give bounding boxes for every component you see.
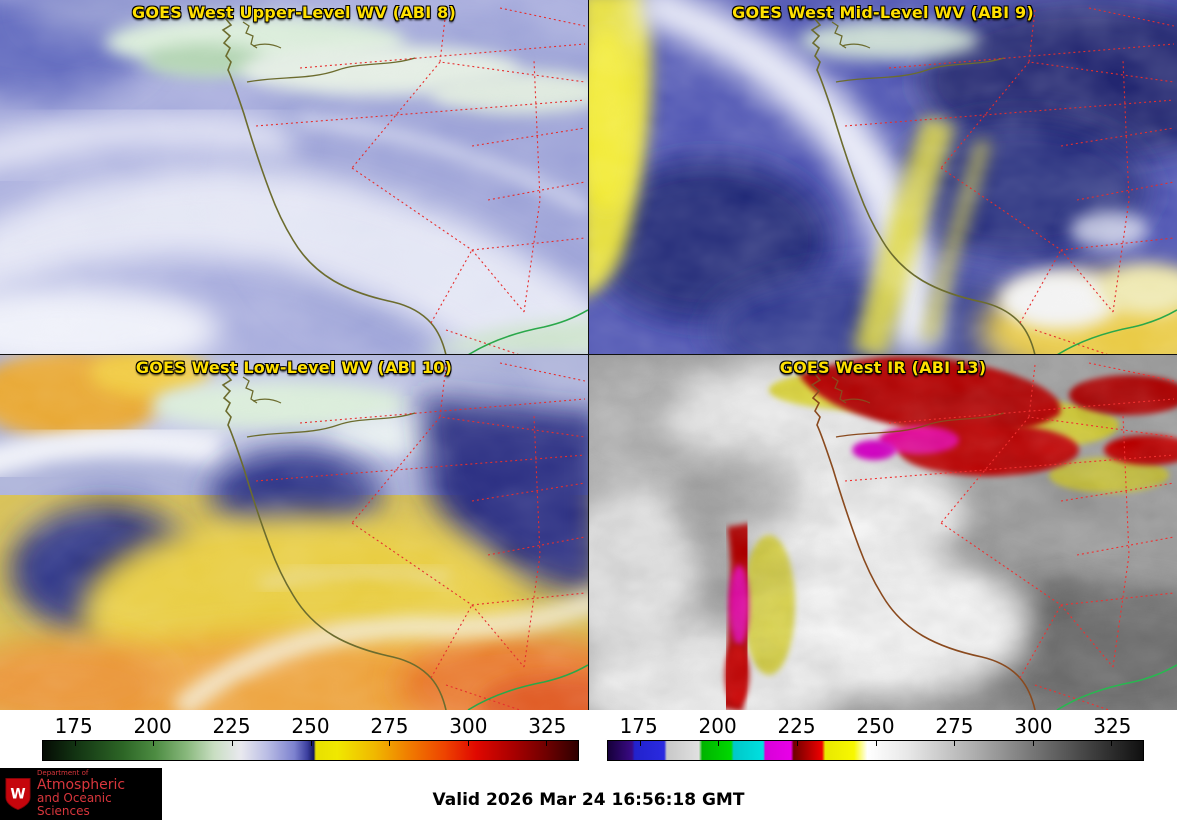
tick-label: 275 xyxy=(935,714,974,738)
tick-label: 175 xyxy=(54,714,93,738)
panel-mid-level-wv xyxy=(589,0,1177,354)
tick-label: 225 xyxy=(212,714,251,738)
tick-label: 225 xyxy=(777,714,816,738)
aos-logo: W Department of Atmospheric and Oceanic … xyxy=(0,768,162,820)
satellite-imagery xyxy=(0,0,1177,710)
logo-text: Department of Atmospheric and Oceanic Sc… xyxy=(37,769,162,819)
tick-label: 300 xyxy=(1014,714,1053,738)
uw-crest-icon: W xyxy=(5,777,31,811)
tick-label: 250 xyxy=(856,714,895,738)
wv-colorbar-gradient xyxy=(42,740,579,761)
panel-ir xyxy=(589,355,1177,710)
colorbar-section: 175 200 225 250 275 300 325 175 200 225 … xyxy=(0,710,1177,768)
crest-letter: W xyxy=(10,786,25,802)
tick-label: 275 xyxy=(370,714,409,738)
panel-seam-horizontal xyxy=(0,354,1177,355)
panel-upper-level-wv xyxy=(0,0,588,354)
logo-atmospheric-line: Atmospheric xyxy=(37,776,126,793)
tick-label: 175 xyxy=(619,714,658,738)
panel-low-level-wv xyxy=(0,355,588,710)
wv-colorbar: 175 200 225 250 275 300 325 xyxy=(42,712,579,766)
tick-label: 300 xyxy=(449,714,488,738)
valid-time: Valid 2026 Mar 24 16:56:18 GMT xyxy=(432,790,745,810)
footer: W Department of Atmospheric and Oceanic … xyxy=(0,768,1177,820)
logo-dept-line: Department of xyxy=(37,769,89,778)
wv-colorbar-labels: 175 200 225 250 275 300 325 xyxy=(42,712,579,740)
tick-label: 200 xyxy=(133,714,172,738)
logo-oceanic-line: and Oceanic Sciences xyxy=(37,791,112,819)
ir-colorbar-gradient xyxy=(607,740,1144,761)
ir-colorbar: 175 200 225 250 275 300 325 xyxy=(607,712,1144,766)
tick-label: 325 xyxy=(528,714,567,738)
tick-label: 325 xyxy=(1093,714,1132,738)
ir-colorbar-labels: 175 200 225 250 275 300 325 xyxy=(607,712,1144,740)
satellite-image-grid: GOES West Upper-Level WV (ABI 8) GOES We… xyxy=(0,0,1177,710)
tick-label: 250 xyxy=(291,714,330,738)
tick-label: 200 xyxy=(698,714,737,738)
